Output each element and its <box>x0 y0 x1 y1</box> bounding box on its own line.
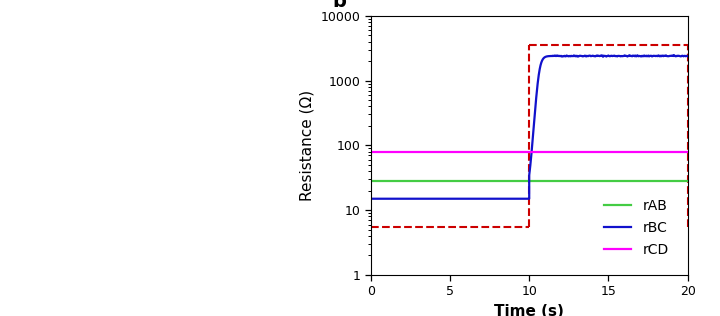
rBC <box>639 54 647 58</box>
Legend: rAB, rBC, rCD: rAB, rBC, rCD <box>598 193 675 263</box>
Text: b: b <box>333 0 346 11</box>
Line: rBC: rBC <box>371 55 688 199</box>
rBC <box>639 54 648 58</box>
rBC <box>683 54 692 58</box>
rBC <box>569 54 577 58</box>
rBC <box>398 197 407 201</box>
Y-axis label: Resistance (Ω): Resistance (Ω) <box>300 90 315 201</box>
rBC <box>526 157 535 161</box>
rBC <box>366 197 375 201</box>
X-axis label: Time (s): Time (s) <box>494 304 564 316</box>
rBC <box>533 86 541 90</box>
rBC <box>670 53 678 57</box>
